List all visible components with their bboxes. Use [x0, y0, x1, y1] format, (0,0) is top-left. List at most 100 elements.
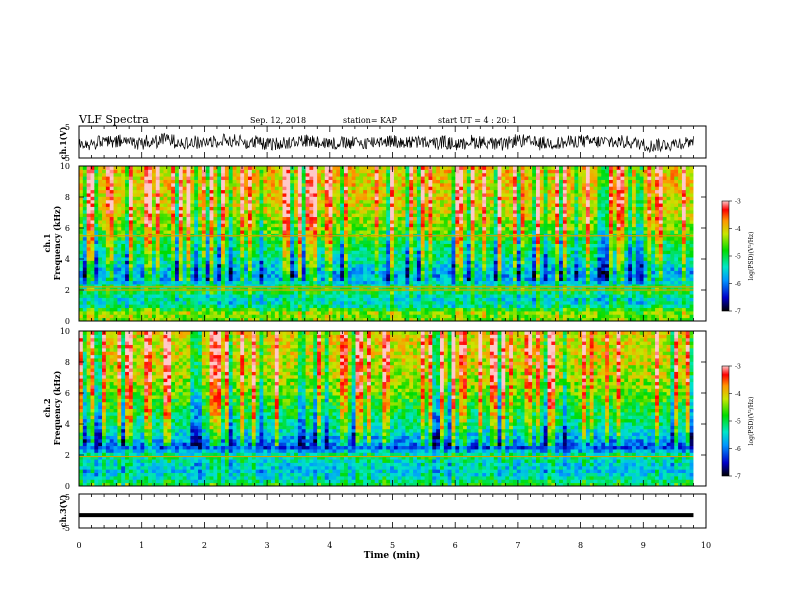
spectrogram-cell [236, 219, 241, 224]
spectrogram-cell [167, 250, 172, 255]
spectrogram-cell [140, 297, 145, 302]
spectrogram-cell [232, 307, 237, 312]
spectrogram-cell [416, 310, 422, 315]
spectrogram-cell [382, 270, 387, 275]
spectrogram-cell [109, 287, 115, 292]
spectrogram-cell [175, 314, 180, 319]
spectrogram-cell [478, 263, 483, 268]
spectrogram-cell [151, 300, 157, 305]
spectrogram-cell [432, 179, 437, 184]
spectrogram-cell [332, 166, 337, 170]
spectrogram-cell [244, 172, 249, 177]
spectrogram-cell [470, 206, 476, 211]
spectrogram-cell [282, 179, 287, 184]
spectrogram-cell [98, 297, 103, 302]
spectrogram-cell [370, 314, 376, 319]
spectrogram-cell [263, 189, 268, 194]
spectrogram-cell [182, 172, 188, 177]
spectrogram-cell [436, 236, 441, 241]
spectrogram-cell [470, 297, 476, 302]
spectrogram-cell [328, 230, 333, 234]
spectrogram-cell [140, 287, 145, 292]
spectrogram-cell [125, 216, 130, 221]
spectrogram-cell [378, 290, 383, 295]
spectrogram-cell [201, 223, 207, 228]
spectrogram-cell [263, 209, 268, 214]
spectrogram-cell [317, 294, 322, 298]
spectrogram-cell [228, 267, 234, 271]
spectrogram-cell [409, 263, 414, 268]
spectrogram-cell [428, 270, 433, 275]
spectrogram-cell [244, 283, 249, 288]
spectrogram-cell [244, 294, 249, 298]
spectrogram-cell [459, 172, 464, 177]
spectrogram-cell [236, 186, 241, 191]
spectrogram-cell [190, 300, 195, 305]
spectrogram-cell [278, 179, 284, 184]
spectrogram-cell [459, 314, 464, 319]
spectrogram-cell [144, 287, 149, 292]
spectrogram-cell [443, 189, 449, 194]
spectrogram-cell [271, 192, 276, 197]
spectrogram-cell [244, 260, 249, 265]
spectrogram-cell [382, 186, 387, 191]
spectrogram-cell [297, 226, 303, 231]
spectrogram-cell [443, 206, 449, 211]
spectrogram-cell [370, 287, 376, 292]
spectrogram-cell [221, 250, 226, 255]
spectrogram-cell [221, 267, 226, 271]
spectrogram-cell [393, 199, 399, 204]
spectrogram-cell [109, 199, 115, 204]
spectrogram-cell [301, 256, 307, 261]
spectrogram-cell [121, 297, 126, 302]
spectrogram-cell [244, 317, 249, 321]
spectrogram-cell [367, 219, 372, 224]
spectrogram-cell [213, 314, 218, 319]
spectrogram-cell [155, 189, 161, 194]
spectrogram-cell [132, 240, 138, 244]
spectrogram-cell [148, 250, 153, 255]
spectrogram-cell [336, 182, 341, 187]
spectrogram-cell [259, 246, 264, 251]
spectrogram-cell [390, 172, 395, 177]
spectrogram-cell [125, 169, 130, 174]
spectrogram-cell [382, 176, 387, 180]
spectrogram-cell [455, 199, 460, 204]
spectrogram-cell [386, 294, 391, 298]
spectrogram-cell [482, 263, 487, 268]
spectrogram-cell [363, 300, 368, 305]
spectrogram-cell [117, 219, 122, 224]
spectrogram-cell [305, 216, 310, 221]
spectrogram-cell [474, 236, 479, 241]
spectrogram-cell [447, 192, 453, 197]
spectrogram-cell [163, 287, 168, 292]
spectrogram-cell [382, 172, 387, 177]
spectrogram-cell [148, 256, 153, 261]
spectrogram-cell [271, 243, 276, 248]
spectrogram-cell [328, 283, 333, 288]
spectrogram-cell [359, 196, 364, 201]
spectrogram-cell [305, 263, 310, 268]
spectrogram-cell [228, 176, 234, 180]
spectrogram-cell [355, 253, 360, 258]
spectrogram-cell [98, 246, 103, 251]
spectrogram-cell [347, 203, 353, 207]
spectrogram-cell [286, 186, 291, 191]
spectrogram-cell [117, 209, 122, 214]
spectrogram-cell [401, 267, 406, 271]
spectrogram-cell [393, 206, 399, 211]
spectrogram-cell [113, 196, 118, 201]
spectrogram-cell [178, 283, 184, 288]
spectrogram-cell [144, 179, 149, 184]
spectrogram-cell [405, 216, 410, 221]
spectrogram-cell [259, 179, 264, 184]
spectrogram-cell [374, 203, 380, 207]
spectrogram-cell [478, 209, 483, 214]
spectrogram-cell [217, 270, 222, 275]
spectrogram-cell [328, 196, 333, 201]
spectrogram-cell [102, 206, 107, 211]
spectrogram-cell [190, 256, 195, 261]
spectrogram-cell [251, 290, 257, 295]
spectrogram-cell [240, 176, 245, 180]
spectrogram-cell [209, 294, 214, 298]
